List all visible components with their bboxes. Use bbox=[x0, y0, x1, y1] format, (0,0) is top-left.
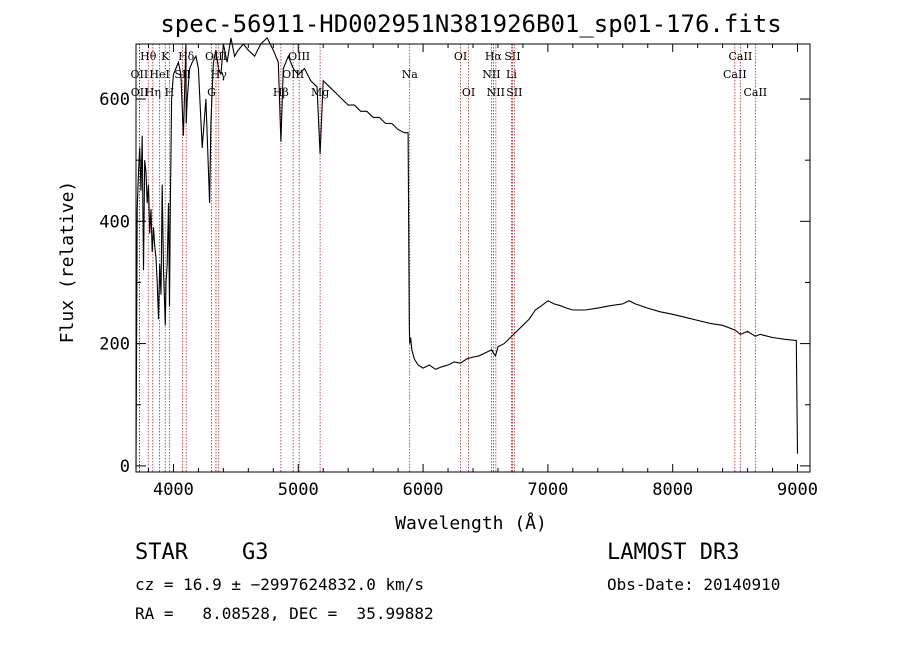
x-tick-label-4: 8000 bbox=[652, 480, 693, 500]
line-label-top-1: K bbox=[161, 50, 170, 63]
object-subclass: G3 bbox=[242, 540, 269, 565]
line-label-low-0: OII bbox=[131, 86, 149, 99]
line-label-low-1: Hη bbox=[145, 86, 161, 99]
y-tick-label-1: 200 bbox=[99, 335, 130, 355]
line-label-top-8: CaII bbox=[729, 50, 753, 63]
observation-date: Obs-Date: 20140910 bbox=[607, 575, 781, 594]
x-tick-label-0: 4000 bbox=[153, 480, 194, 500]
line-label-mid-2: SII bbox=[174, 68, 190, 81]
survey-name: LAMOST DR3 bbox=[607, 540, 740, 565]
line-label-top-3: OIII bbox=[205, 50, 227, 63]
line-label-low-3: G bbox=[207, 86, 216, 99]
line-label-low-4: Hβ bbox=[273, 86, 289, 99]
line-label-mid-3: Hγ bbox=[211, 68, 228, 81]
line-label-low-7: NII bbox=[487, 86, 505, 99]
axes: 4000 5000 6000 7000 8000 9000 0 200 400 600 bbox=[99, 44, 818, 500]
line-label-mid-1: HeI bbox=[149, 68, 169, 81]
y-tick-label-2: 400 bbox=[99, 212, 130, 232]
x-tick-label-1: 5000 bbox=[278, 480, 319, 500]
line-label-top-7: SII bbox=[504, 50, 520, 63]
chart-title: spec-56911-HD002951N381926B01_sp01-176.f… bbox=[160, 10, 781, 38]
plot-frame bbox=[135, 43, 811, 473]
line-label-low-6: OI bbox=[462, 86, 475, 99]
line-label-top-4: OIII bbox=[288, 50, 310, 63]
line-label-top-5: OI bbox=[454, 50, 467, 63]
coordinates: RA = 8.08528, DEC = 35.99882 bbox=[135, 604, 434, 623]
line-label-mid-6: NII bbox=[482, 68, 500, 81]
spectrum-series bbox=[135, 36, 799, 466]
line-label-mid-5: Na bbox=[402, 68, 419, 81]
object-class: STAR bbox=[135, 540, 188, 565]
line-label-mid-7: Li bbox=[506, 68, 517, 81]
line-label-mid-4: OIII bbox=[282, 68, 304, 81]
y-tick-label-3: 600 bbox=[99, 90, 130, 110]
line-label-low-2: H bbox=[165, 86, 175, 99]
redshift-value: cz = 16.9 ± −2997624832.0 km/s bbox=[135, 575, 424, 594]
line-label-low-9: CaII bbox=[743, 86, 767, 99]
line-label-low-8: SII bbox=[506, 86, 522, 99]
line-label-top-0: Hθ bbox=[140, 50, 157, 63]
x-axis-label: Wavelength (Å) bbox=[395, 512, 547, 534]
line-label-low-5: Mg bbox=[311, 86, 329, 99]
spectrum-line-0 bbox=[135, 36, 799, 466]
x-tick-label-2: 6000 bbox=[403, 480, 444, 500]
line-label-top-6: Hα bbox=[485, 50, 503, 63]
y-axis-label: Flux (relative) bbox=[57, 181, 78, 344]
x-tick-label-3: 7000 bbox=[527, 480, 568, 500]
line-label-mid-8: CaII bbox=[723, 68, 747, 81]
x-tick-label-5: 9000 bbox=[777, 480, 818, 500]
y-tick-label-0: 0 bbox=[120, 457, 130, 477]
